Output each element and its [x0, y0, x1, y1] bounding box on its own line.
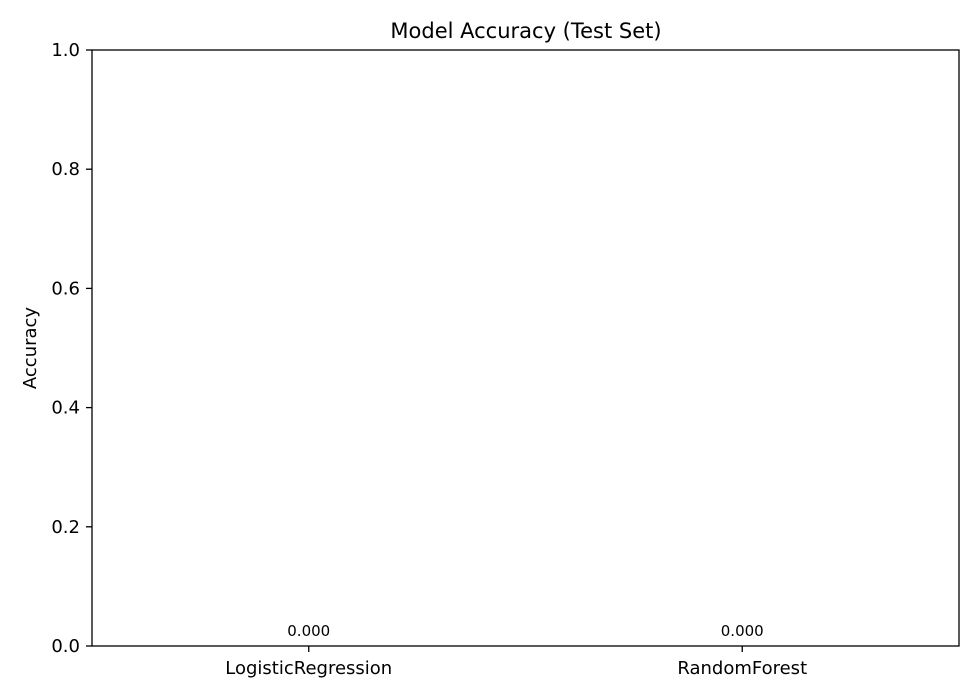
y-tick-label: 0.4: [51, 398, 80, 419]
y-axis-ticks: 0.0 0.2 0.4 0.6 0.8 1.0: [51, 40, 92, 657]
y-tick-label: 0.0: [51, 636, 80, 657]
y-tick-label: 0.6: [51, 278, 80, 299]
chart-title: Model Accuracy (Test Set): [390, 19, 661, 43]
y-axis-label: Accuracy: [20, 307, 41, 390]
y-tick-label: 0.2: [51, 517, 80, 538]
bar-value-label: 0.000: [287, 622, 330, 640]
y-tick-label: 0.8: [51, 159, 80, 180]
plot-frame: [91, 49, 960, 647]
plot-area: 0.000 0.000: [91, 49, 960, 647]
x-tick-label: RandomForest: [677, 658, 807, 679]
bar-value-label: 0.000: [721, 622, 764, 640]
bar-value-labels: 0.000 0.000: [287, 622, 763, 640]
x-tick-label: LogisticRegression: [225, 658, 392, 679]
x-axis-ticks: LogisticRegression RandomForest: [225, 646, 807, 679]
y-tick-label: 1.0: [51, 40, 80, 61]
